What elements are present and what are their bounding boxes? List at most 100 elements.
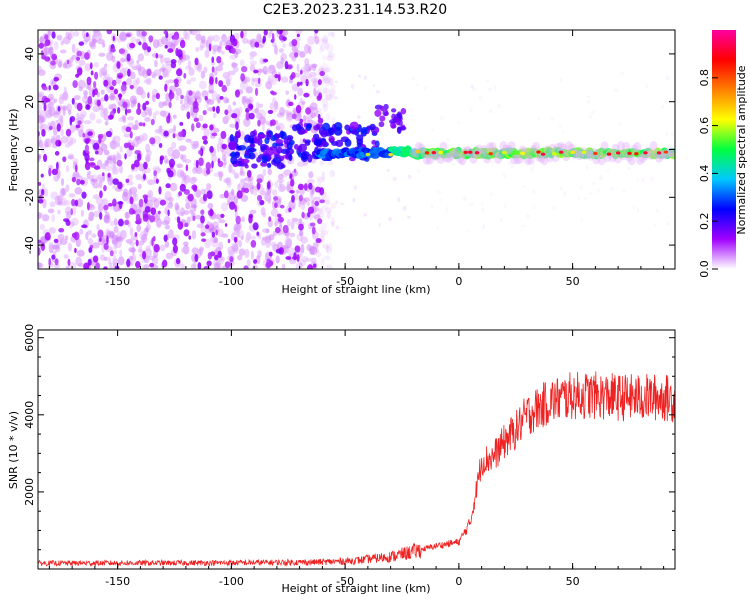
spectrogram-cell xyxy=(223,190,229,199)
spectrogram-cell xyxy=(75,73,80,78)
spectrogram-cell xyxy=(281,76,289,83)
spectrogram-cell xyxy=(109,93,115,101)
spectrogram-cell xyxy=(395,117,401,126)
spectrogram-cell xyxy=(70,217,79,226)
spectrogram-cell xyxy=(457,121,460,125)
spectrogram-cell xyxy=(57,209,61,215)
spectrogram-cell xyxy=(97,38,105,45)
spectrogram-cell xyxy=(581,218,584,223)
spectrogram-cell xyxy=(194,57,199,66)
spectrogram-cell xyxy=(268,216,272,222)
spectrogram-cell xyxy=(315,123,321,130)
spectrogram-cell xyxy=(269,30,273,35)
spectrogram-cell xyxy=(249,55,255,60)
spectrogram-cell xyxy=(389,119,397,124)
spectrogram-cell xyxy=(121,125,128,134)
spectrogram-cell xyxy=(71,43,76,54)
spectrogram-cell xyxy=(458,155,467,166)
spectrogram-cell xyxy=(84,161,91,171)
spectrogram-cell xyxy=(274,202,278,209)
spectrogram-cell xyxy=(279,155,285,162)
spectrogram-cell xyxy=(144,117,151,123)
spectrogram-cell xyxy=(260,207,266,216)
spectrogram-cell xyxy=(271,36,275,43)
spectrogram-cell xyxy=(103,214,110,223)
spectrogram-cell xyxy=(439,116,444,121)
spectrogram-cell xyxy=(314,30,319,34)
spectrogram-cell xyxy=(293,72,301,78)
spectrogram-cell xyxy=(545,152,554,163)
spectrogram-cell xyxy=(325,113,331,121)
spectrogram-cell xyxy=(383,103,389,110)
spectrogram-cell xyxy=(327,31,334,37)
spectrogram-cell xyxy=(532,141,541,152)
spectrogram-cell xyxy=(437,190,441,195)
spectrogram-cell xyxy=(53,76,59,82)
spectrogram-cell xyxy=(244,149,250,156)
spectrogram-cell xyxy=(164,83,168,93)
spectrogram-cell xyxy=(480,145,489,156)
spectrogram-cell xyxy=(111,55,116,63)
spectrogram-cell xyxy=(254,41,260,48)
spectrogram-cell xyxy=(491,147,500,158)
spectrogram-cell xyxy=(212,34,220,42)
spectrogram-cell xyxy=(307,35,316,45)
spectrogram-cell xyxy=(564,141,573,152)
spectrogram-cell xyxy=(355,134,364,142)
spectrogram-cell xyxy=(289,74,294,80)
spectrogram-cell xyxy=(72,205,77,216)
spectrogram-cell xyxy=(116,142,121,148)
spectrogram-cell xyxy=(291,194,295,203)
spectrogram-cell xyxy=(259,68,264,73)
spectrogram-cell xyxy=(220,50,225,55)
spectrogram-cell xyxy=(550,116,555,121)
spectrogram-cell xyxy=(137,183,142,190)
spectrogram-cell xyxy=(148,35,154,43)
spectrogram-cell xyxy=(185,202,191,210)
spectrogram-cell xyxy=(271,104,279,112)
spectrogram-cell xyxy=(163,130,169,137)
spectrogram-cell xyxy=(143,161,148,170)
spectrogram-cell xyxy=(274,154,281,159)
spectrogram-cell xyxy=(49,46,54,51)
spectrogram-cell xyxy=(590,110,596,115)
spectrogram-cell xyxy=(256,231,260,236)
spectrogram-cell xyxy=(665,75,670,81)
spectrogram-cell xyxy=(249,235,257,240)
spectrogram-cell xyxy=(200,35,206,44)
spectrogram-cell xyxy=(305,78,309,87)
spectrogram-cell xyxy=(296,81,301,87)
spectrogram-cell xyxy=(114,265,120,269)
spectrogram-cell xyxy=(208,89,215,94)
spectrogram-cell xyxy=(324,41,330,50)
spectrogram-cell xyxy=(183,210,190,215)
spectrogram-cell xyxy=(165,61,171,66)
spectrogram-cell xyxy=(94,61,99,68)
spectrogram-cell xyxy=(340,202,345,206)
spectrogram-cell xyxy=(132,98,137,105)
spectrogram-cell xyxy=(231,242,239,252)
spectrogram-cell xyxy=(477,148,486,159)
spectrogram-cell xyxy=(197,30,201,36)
spectrogram-cell xyxy=(114,236,123,242)
spectrogram-cell xyxy=(303,92,310,98)
spectrogram-cell xyxy=(306,178,315,184)
spectrogram-cell xyxy=(67,258,71,266)
spectrogram-cell xyxy=(323,87,330,94)
spectrogram-cell xyxy=(100,107,106,118)
spectrogram-cell xyxy=(104,159,109,166)
spectrogram-cell xyxy=(276,146,283,154)
spectrogram-cell xyxy=(180,94,184,100)
spectrogram-cell xyxy=(507,141,516,152)
spectrogram-x-ticks: -150 -100 -50 0 50 xyxy=(48,30,665,288)
spectrogram-cell xyxy=(322,34,329,45)
spectrogram-cell xyxy=(129,131,133,139)
spectrogram-cell xyxy=(529,144,538,155)
spectrogram-cell xyxy=(532,163,535,169)
spectrogram-cell xyxy=(77,120,82,125)
spectrogram-cell xyxy=(552,206,555,210)
spectrogram-cell xyxy=(69,117,73,126)
spectrogram-cell xyxy=(201,238,207,242)
spectrogram-cell xyxy=(299,129,307,135)
spectrogram-cell xyxy=(168,128,176,134)
